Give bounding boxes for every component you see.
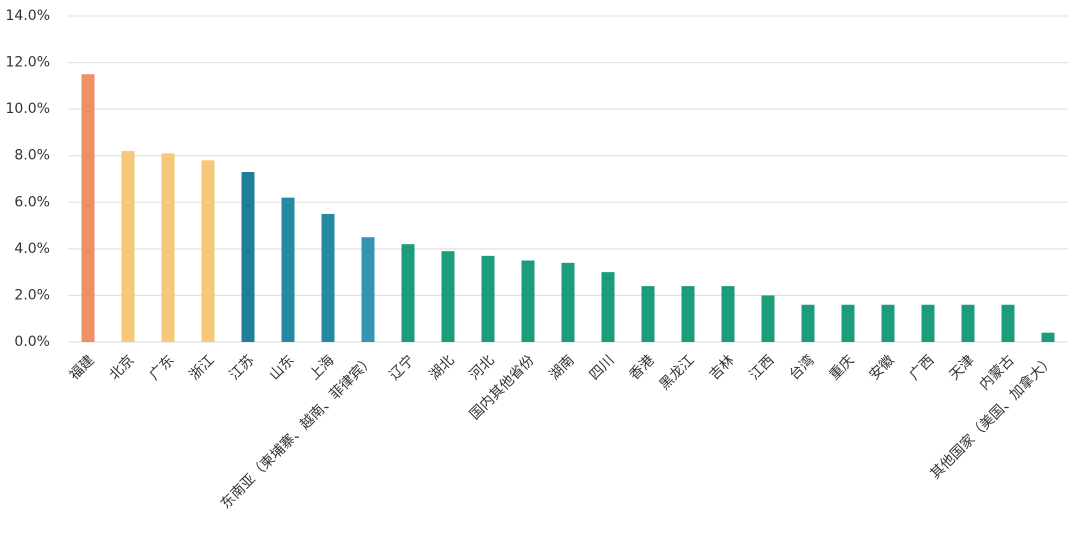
bar <box>601 272 615 342</box>
x-tick-label: 浙江 <box>187 352 218 383</box>
x-tick-label: 河北 <box>467 352 498 383</box>
bar <box>161 153 175 342</box>
x-tick-label: 台湾 <box>786 352 818 384</box>
bar <box>321 213 335 342</box>
bar <box>841 304 855 342</box>
y-tick-label: 14.0% <box>6 8 50 24</box>
y-tick-label: 12.0% <box>6 55 50 71</box>
x-tick-label: 吉林 <box>707 352 738 383</box>
bar <box>241 172 255 342</box>
x-tick-label: 北京 <box>107 352 138 383</box>
bar <box>681 286 695 342</box>
bar <box>801 304 815 342</box>
x-tick-label: 江苏 <box>227 352 258 383</box>
bar <box>1041 332 1055 342</box>
bar <box>121 151 135 342</box>
x-tick-label: 广东 <box>147 352 178 383</box>
bar <box>921 304 935 342</box>
bar <box>201 160 215 342</box>
x-tick-label: 天津 <box>947 352 978 383</box>
y-tick-label: 6.0% <box>14 194 50 210</box>
bar <box>401 244 415 342</box>
y-tick-label: 8.0% <box>14 148 50 164</box>
x-tick-label: 上海 <box>307 352 338 383</box>
bar <box>641 286 655 342</box>
x-tick-label: 安徽 <box>867 352 898 383</box>
x-tick-label: 山东 <box>267 352 298 383</box>
bar <box>1001 304 1015 342</box>
x-tick-label: 辽宁 <box>386 352 418 384</box>
x-tick-label: 重庆 <box>827 352 858 383</box>
x-tick-label: 香港 <box>627 352 658 383</box>
bar <box>281 197 295 342</box>
y-tick-label: 2.0% <box>14 287 50 303</box>
bar <box>481 255 495 342</box>
x-tick-label: 黑龙江 <box>657 352 698 393</box>
bar <box>521 260 535 342</box>
bar <box>361 237 375 342</box>
x-tick-label: 湖北 <box>427 352 458 383</box>
y-tick-label: 0.0% <box>14 334 50 350</box>
bar <box>81 74 95 342</box>
bar <box>441 251 455 342</box>
x-tick-label: 江西 <box>747 352 778 383</box>
y-tick-label: 4.0% <box>14 241 50 257</box>
bar <box>881 304 895 342</box>
bar <box>761 295 775 342</box>
x-tick-label: 福建 <box>67 352 98 383</box>
bar <box>561 262 575 342</box>
bar <box>721 286 735 342</box>
x-tick-label: 广西 <box>907 352 938 383</box>
y-tick-label: 10.0% <box>6 101 50 117</box>
x-tick-label: 四川 <box>587 352 618 383</box>
x-tick-label: 湖南 <box>547 352 578 383</box>
bar <box>961 304 975 342</box>
